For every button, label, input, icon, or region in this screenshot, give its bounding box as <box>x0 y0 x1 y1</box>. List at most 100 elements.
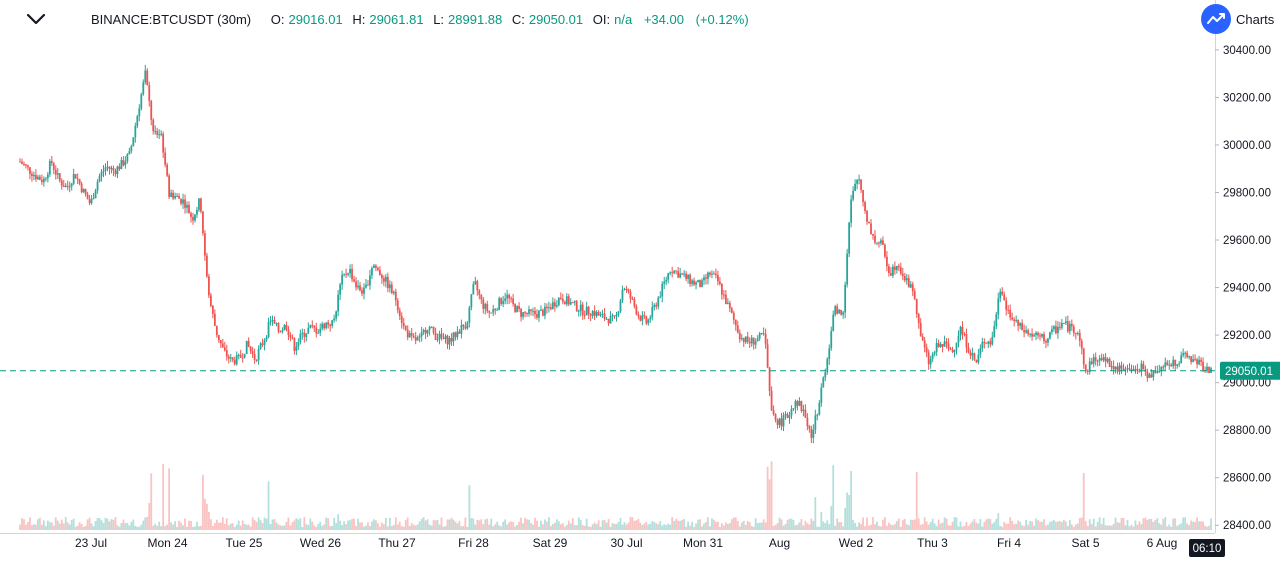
crosshair-time-tag <box>1189 539 1225 557</box>
volume-bar <box>1152 521 1155 530</box>
candle-body <box>373 265 375 268</box>
x-tick-label: Aug <box>769 536 790 550</box>
candle-body <box>253 353 256 360</box>
candle-body <box>1174 359 1177 366</box>
candle-body <box>724 294 727 305</box>
volume-bar <box>1086 525 1089 530</box>
candle-body <box>492 309 495 313</box>
volume-bar <box>80 524 83 530</box>
volume-bar <box>794 525 797 530</box>
candle-body <box>1076 333 1079 335</box>
candle-body <box>1013 319 1016 321</box>
volume-bar <box>971 521 974 530</box>
candle-body <box>518 306 520 309</box>
candle-body <box>520 308 522 317</box>
volume-bar <box>1051 521 1053 530</box>
volume-bar <box>752 526 755 530</box>
volume-bar <box>677 520 680 530</box>
volume-bar <box>82 526 85 530</box>
volume-bar <box>237 520 240 530</box>
volume-bar <box>858 522 860 530</box>
volume-bar <box>738 526 741 530</box>
candle-body <box>1160 366 1163 371</box>
volume-bar <box>649 523 652 530</box>
candle-body <box>112 168 115 171</box>
candle-body <box>392 291 395 294</box>
volume-bar <box>1140 523 1143 530</box>
candle-body <box>858 179 860 181</box>
volume-bar <box>987 518 990 530</box>
volume-bar <box>1146 519 1149 530</box>
volume-bar <box>955 517 958 530</box>
candle-body <box>468 307 471 323</box>
volume-bar <box>687 521 689 530</box>
volume-bar <box>267 481 270 530</box>
volume-bar <box>235 524 238 530</box>
volume-bar <box>400 526 403 530</box>
candle-body <box>665 279 668 282</box>
candle-body <box>661 283 664 297</box>
volume-bar <box>939 523 942 530</box>
volume-bar <box>663 524 666 530</box>
volume-bar <box>325 517 328 530</box>
volume-bar <box>357 518 359 530</box>
oi-value: n/a <box>614 12 633 27</box>
volume-bar <box>1138 521 1141 530</box>
candle-body <box>595 311 598 316</box>
symbol-label[interactable]: BINANCE:BTCUSDT (30m) <box>91 12 252 27</box>
candle-body <box>500 298 503 304</box>
candle-body <box>591 310 594 316</box>
brand-link[interactable]: Charts <box>1201 4 1280 34</box>
candle-body <box>1182 353 1185 356</box>
candle-body <box>23 163 25 165</box>
volume-bar <box>476 519 479 530</box>
volume-bar <box>488 524 491 530</box>
volume-bar <box>56 520 59 530</box>
candle-body <box>1060 322 1063 328</box>
volume-bar <box>563 526 566 530</box>
candle-body <box>359 285 361 291</box>
candle-body <box>331 320 334 326</box>
volume-bar <box>874 524 876 530</box>
candle-body <box>1064 321 1067 324</box>
volume-bar <box>671 517 674 530</box>
candle-body <box>319 328 322 333</box>
volume-bar <box>110 519 113 530</box>
candle-body <box>563 301 566 305</box>
volume-bar <box>388 517 391 530</box>
volume-bar <box>343 521 345 530</box>
volume-bar <box>891 525 894 530</box>
candle-body <box>870 223 872 235</box>
y-tick-label: 29600.00 <box>1223 235 1271 247</box>
candle-body <box>643 315 646 317</box>
volume-bar <box>1013 524 1016 530</box>
candle-body <box>194 214 196 221</box>
volume-bar <box>804 520 807 530</box>
volume-bar <box>945 518 948 530</box>
x-tick-label: Thu 27 <box>378 536 416 550</box>
candle-body <box>613 315 616 317</box>
volume-bar <box>134 525 137 530</box>
candle-body <box>663 281 666 284</box>
candle-body <box>184 199 186 208</box>
candle-body <box>1082 348 1085 365</box>
candle-body <box>1070 323 1073 327</box>
candle-body <box>621 289 624 301</box>
volume-bar <box>319 521 322 530</box>
volume-bar <box>1134 520 1137 530</box>
candle-body <box>726 302 729 305</box>
chevron-down-icon[interactable] <box>24 8 48 30</box>
candle-body <box>893 266 896 271</box>
volume-bar <box>327 518 330 530</box>
volume-bar <box>1104 525 1107 530</box>
candle-body <box>657 297 660 307</box>
volume-bar <box>824 523 827 530</box>
volume-bar <box>339 520 342 530</box>
candle-body <box>536 314 538 318</box>
volume-bar <box>1108 525 1111 530</box>
candle-body <box>219 340 222 344</box>
volume-bar <box>780 519 783 530</box>
candle-body <box>327 322 330 325</box>
volume-bar <box>273 519 276 530</box>
